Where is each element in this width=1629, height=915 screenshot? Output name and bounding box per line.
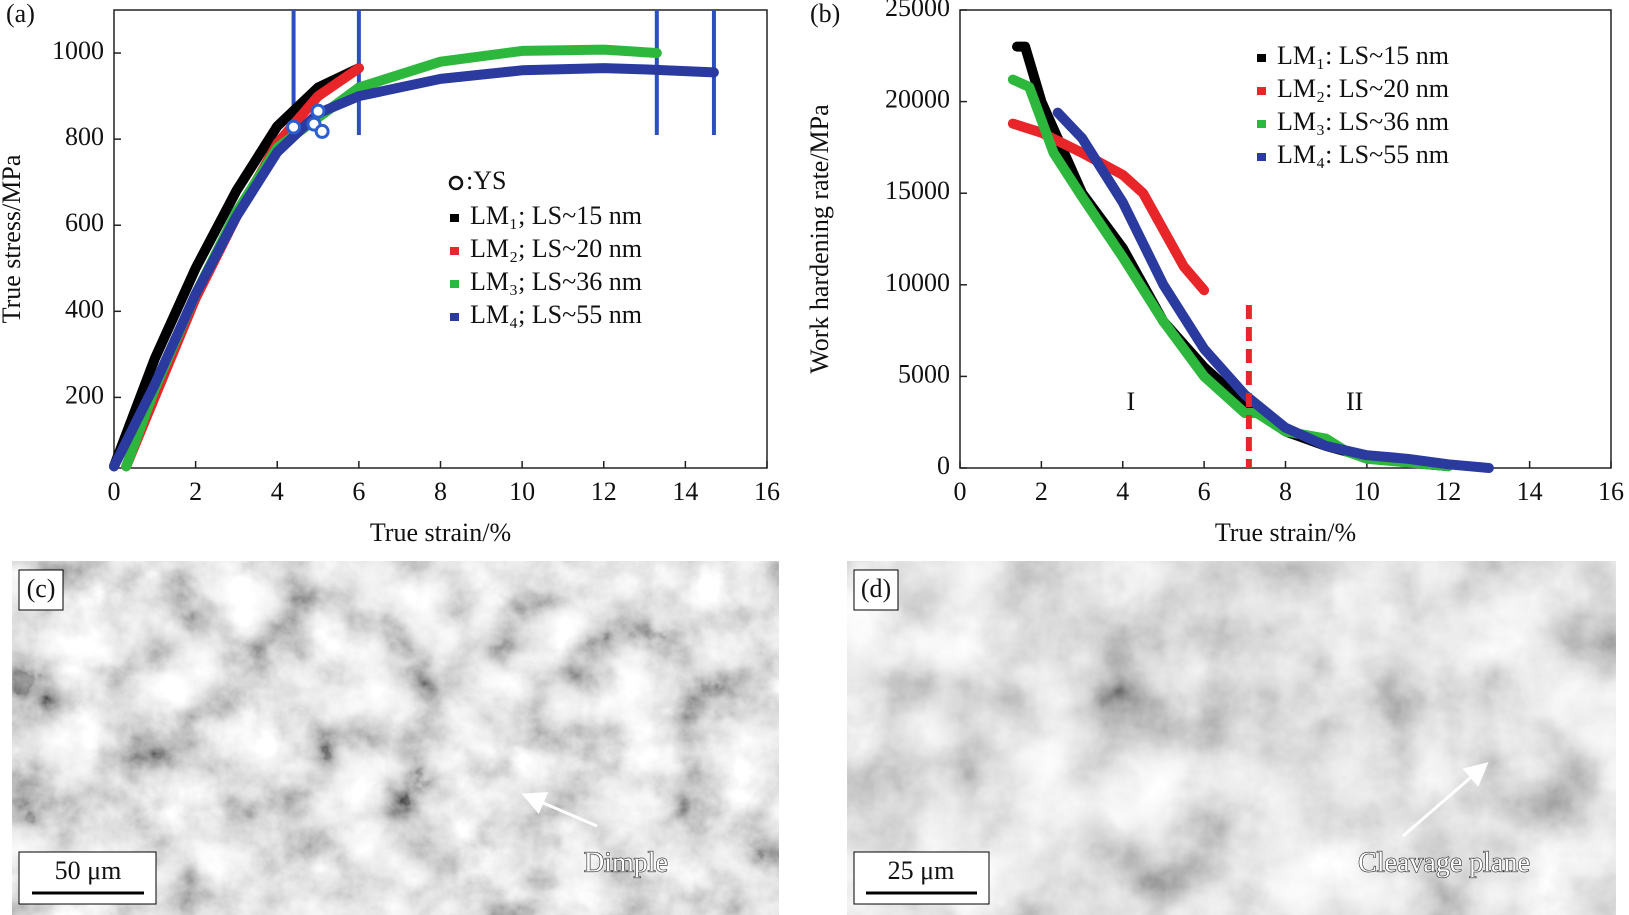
x-tick-label: 0 — [954, 477, 967, 506]
x-tick-label: 8 — [434, 477, 447, 506]
ys-marker — [286, 119, 302, 135]
x-tick-label: 14 — [1517, 477, 1543, 506]
y-axis-label: Work hardening rate/MPa — [805, 104, 834, 374]
annotation: Cleavage plane — [1358, 847, 1530, 878]
legend-marker — [1257, 54, 1266, 62]
legend-label: LM₂: LS~20 nm — [1277, 74, 1449, 103]
x-tick-label: 6 — [352, 477, 365, 506]
sem-image-c: (c) 50 μm Dimple — [12, 561, 779, 915]
x-tick-label: 10 — [1354, 477, 1380, 506]
legend-marker — [450, 280, 459, 288]
x-tick-label: 10 — [509, 477, 535, 506]
legend-marker — [450, 313, 459, 321]
panel-label: (c) — [27, 574, 56, 603]
legend-marker — [1257, 120, 1266, 128]
scale-bar-label: 50 μm — [55, 856, 122, 885]
scale-bar-label: 25 μm — [888, 856, 955, 885]
panel-label: (a) — [6, 0, 35, 28]
data-line — [109, 63, 719, 472]
y-tick-label: 25000 — [885, 0, 950, 22]
legend-marker — [1257, 87, 1266, 95]
x-tick-label: 14 — [672, 477, 698, 506]
y-tick-label: 5000 — [898, 359, 950, 388]
legend-label: LM₂; LS~20 nm — [470, 234, 642, 263]
ys-marker — [310, 103, 326, 119]
legend-marker — [450, 214, 459, 222]
y-tick-label: 10000 — [885, 268, 950, 297]
sem-image-d: (d) 25 μm Cleavage plane — [847, 561, 1616, 915]
legend-marker — [450, 247, 459, 255]
legend-label: LM₄: LS~55 nm — [1277, 140, 1449, 169]
x-tick-label: 6 — [1198, 477, 1211, 506]
x-axis-label: True strain/% — [370, 518, 511, 547]
x-tick-label: 12 — [591, 477, 617, 506]
y-tick-label: 20000 — [885, 85, 950, 114]
y-axis-label: True stress/MPa — [0, 154, 26, 323]
legend-label: LM₁: LS~15 nm — [1277, 41, 1449, 70]
region-label: II — [1346, 387, 1363, 416]
y-tick-label: 15000 — [885, 176, 950, 205]
panel-label: (d) — [861, 574, 891, 603]
label-box — [853, 569, 899, 611]
chart: (a) True strain/% True stress/MPa 0 2 4 6 8 10 12… — [0, 0, 780, 547]
scale-box — [853, 851, 990, 905]
region-label: I — [1127, 387, 1136, 416]
y-tick-label: 400 — [65, 294, 104, 323]
legend-label: LM₃: LS~36 nm — [1277, 107, 1449, 136]
legend-label: LM₄; LS~55 nm — [470, 300, 642, 329]
x-tick-label: 0 — [108, 477, 121, 506]
chart: (b) True strain/% Work hardening rate/MPa 0… — [805, 0, 1624, 547]
panel-label: (b) — [810, 0, 840, 28]
legend-label: LM₁; LS~15 nm — [470, 201, 642, 230]
legend-label: :YS — [466, 166, 506, 195]
scale-box — [18, 851, 157, 905]
data-line — [1007, 118, 1210, 296]
x-tick-label: 2 — [189, 477, 202, 506]
legend-marker — [1257, 153, 1266, 161]
y-tick-label: 0 — [937, 451, 950, 480]
x-tick-label: 4 — [271, 477, 284, 506]
x-tick-label: 8 — [1279, 477, 1292, 506]
x-tick-label: 2 — [1035, 477, 1048, 506]
x-tick-label: 16 — [1598, 477, 1624, 506]
y-tick-label: 1000 — [52, 36, 104, 65]
arrow — [1402, 762, 1489, 838]
x-tick-label: 4 — [1116, 477, 1129, 506]
x-tick-label: 16 — [754, 477, 780, 506]
arrow — [521, 792, 598, 828]
x-tick-label: 12 — [1435, 477, 1461, 506]
data-line — [109, 63, 364, 472]
annotation: Dimple — [584, 847, 668, 878]
data-line — [1052, 107, 1494, 473]
label-box — [18, 569, 64, 611]
y-tick-label: 800 — [65, 122, 104, 151]
y-tick-label: 600 — [65, 208, 104, 237]
x-axis-label: True strain/% — [1215, 518, 1356, 547]
y-tick-label: 200 — [65, 380, 104, 409]
legend-label: LM₃; LS~36 nm — [470, 267, 642, 296]
legend-marker — [448, 175, 464, 191]
ys-marker — [314, 123, 330, 139]
